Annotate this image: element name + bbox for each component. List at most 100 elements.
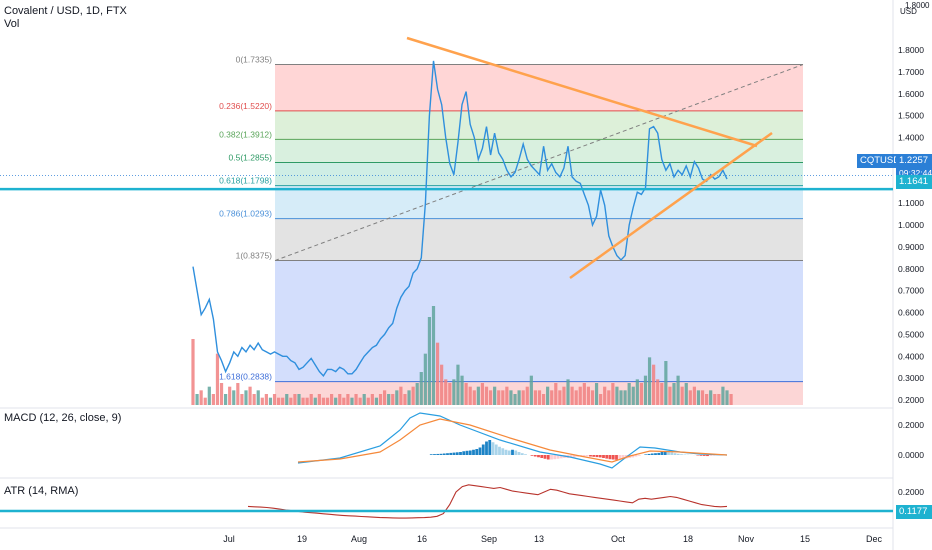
macd-histogram-bar (663, 451, 667, 455)
macd-histogram-bar (650, 453, 654, 455)
macd-histogram-bar (676, 453, 680, 455)
fib-zone (275, 64, 803, 111)
volume-bar (493, 386, 497, 405)
volume-bar (285, 394, 289, 405)
volume-bar (260, 397, 264, 405)
volume-bar (448, 383, 452, 405)
volume-bar (505, 386, 509, 405)
volume-bar (399, 386, 403, 405)
volume-bar (277, 397, 281, 405)
macd-histogram-bar (550, 455, 553, 460)
macd-histogram-bar (647, 453, 651, 455)
volume-bar (684, 383, 688, 405)
volume-bar (431, 306, 436, 405)
price-axis-tick: 0.2000 (898, 395, 924, 405)
macd-histogram-bar (514, 450, 518, 455)
volume-bar (631, 386, 635, 405)
volume-bar (440, 364, 444, 405)
macd-histogram-bar (507, 450, 511, 455)
volume-bar (652, 364, 656, 405)
volume-bar (207, 386, 211, 405)
volume-bar (334, 397, 338, 405)
volume-bar (305, 397, 309, 405)
macd-histogram-bar (592, 455, 596, 457)
macd-histogram-bar (553, 455, 557, 460)
time-axis-tick: Sep (481, 534, 497, 544)
macd-histogram-bar (517, 452, 521, 455)
atr-pane-label[interactable]: ATR (14, RMA) (4, 485, 79, 497)
volume-bar (244, 390, 248, 405)
volume-bar (415, 383, 419, 405)
price-axis-tick: 1.4000 (898, 133, 924, 143)
volume-bar (411, 386, 415, 405)
volume-bar (721, 386, 725, 405)
macd-histogram-bar (433, 454, 436, 455)
time-axis-tick: 18 (683, 534, 693, 544)
volume-bar (615, 386, 619, 405)
volume-bar (647, 357, 652, 405)
volume-bar (656, 379, 660, 405)
volume-bar (378, 394, 383, 405)
macd-pane-label[interactable]: MACD (12, 26, close, 9) (4, 412, 122, 424)
volume-bar (554, 383, 558, 405)
macd-histogram-bar (537, 455, 540, 458)
volume-bar (623, 390, 627, 405)
price-axis-tick: 1.1000 (898, 198, 924, 208)
price-axis-tick: 0.4000 (898, 351, 924, 361)
volume-bar (525, 386, 529, 405)
volume-bar (513, 394, 517, 405)
time-axis-tick: 15 (800, 534, 810, 544)
fib-level-label: 0.786(1.0293) (219, 209, 272, 219)
macd-histogram-bar (472, 449, 475, 455)
macd-histogram-bar (533, 455, 537, 457)
volume-bar (717, 394, 721, 405)
time-axis-tick: Dec (866, 534, 883, 544)
fib-level-label: 1.618(0.2838) (219, 372, 272, 382)
macd-histogram-bar (699, 455, 703, 456)
volume-bar (297, 394, 301, 405)
price-axis-tick: 0.9000 (898, 242, 924, 252)
volume-bar (313, 397, 317, 405)
volume-bar (639, 383, 643, 405)
volume-bar (537, 390, 542, 405)
macd-histogram-bar (511, 449, 514, 455)
volume-bar (427, 317, 432, 405)
bar-countdown: 09:32:44 (899, 168, 932, 178)
volume-bar (668, 386, 672, 405)
macd-histogram-bar (468, 450, 472, 455)
price-axis-tick: 1.8000 (898, 45, 924, 55)
fib-zone (275, 110, 803, 140)
macd-histogram-bar (673, 453, 677, 455)
volume-bar (264, 394, 268, 405)
volume-bar (529, 375, 533, 405)
volume-bar (464, 383, 468, 405)
volume-bar (672, 383, 676, 405)
volume-bar (713, 394, 717, 405)
macd-histogram-bar (605, 455, 609, 459)
volume-indicator-label[interactable]: Vol (4, 18, 20, 30)
volume-bar (607, 390, 611, 405)
time-axis-tick: Jul (223, 534, 235, 544)
macd-histogram-bar (459, 452, 462, 455)
volume-bar (546, 386, 550, 405)
macd-histogram-bar (680, 454, 683, 455)
price-axis-tick: 1.7000 (898, 67, 924, 77)
volume-bar (452, 379, 456, 405)
volume-bar (350, 397, 354, 405)
macd-histogram-bar (585, 455, 589, 457)
macd-histogram-bar (543, 455, 547, 459)
symbol-title[interactable]: Covalent / USD, 1D, FTX (4, 5, 127, 17)
volume-bar (203, 397, 207, 405)
price-axis-top-partial: 1.8000 (905, 1, 930, 10)
volume-bar (709, 390, 713, 405)
macd-histogram-bar (631, 455, 635, 458)
macd-histogram-bar (637, 455, 641, 456)
volume-bar (191, 339, 195, 405)
lower-trendline (569, 131, 773, 280)
macd-histogram-bar (595, 455, 599, 458)
volume-bar (476, 386, 480, 405)
hline-price: 1.1641 (899, 176, 929, 187)
fib-level-label: 0.382(1.3912) (219, 129, 272, 139)
